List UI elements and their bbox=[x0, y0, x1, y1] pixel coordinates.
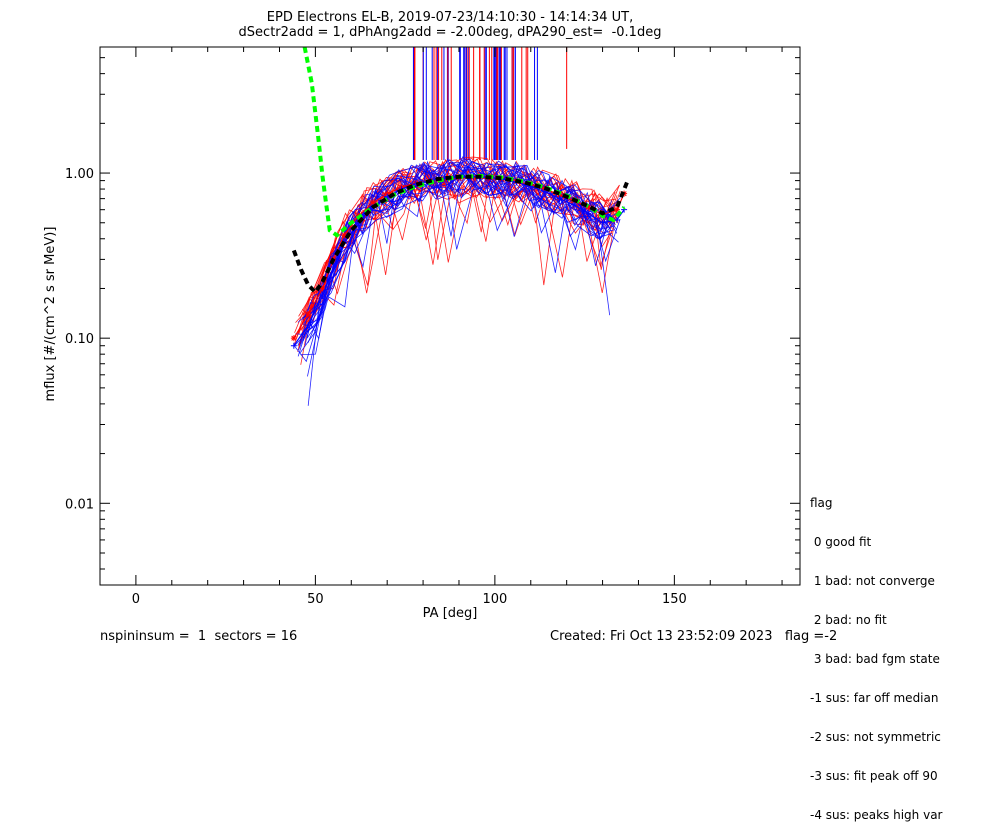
y-axis-label: mflux [#/(cm^2 s sr MeV)] bbox=[43, 226, 58, 402]
plot-frame bbox=[99, 46, 801, 586]
legend-item: 3 bad: bad fgm state bbox=[810, 652, 940, 666]
data-point bbox=[341, 232, 348, 239]
y-tick-label: 0.01 bbox=[65, 497, 94, 512]
footer-right: Created: Fri Oct 13 23:52:09 2023 flag =… bbox=[550, 629, 838, 644]
data-point bbox=[585, 204, 592, 211]
data-point bbox=[613, 206, 620, 213]
data-point bbox=[556, 195, 563, 202]
legend-item: -1 sus: far off median bbox=[810, 691, 939, 705]
sweep-trace bbox=[302, 160, 613, 338]
x-tick-label: 150 bbox=[662, 592, 687, 607]
data-point bbox=[599, 219, 606, 226]
axes-layer: 0 50 100 150 0.01 0.10 1.00 bbox=[65, 46, 801, 607]
data-point bbox=[585, 210, 592, 217]
x-tick-label: 0 bbox=[132, 592, 140, 607]
legend-title: flag bbox=[810, 496, 833, 510]
data-point bbox=[290, 335, 297, 342]
legend-item: 0 good fit bbox=[810, 535, 872, 549]
legend-item: 1 bad: not converge bbox=[810, 574, 935, 588]
sweep-trace bbox=[298, 168, 621, 317]
sweep-trace bbox=[300, 157, 613, 356]
pitch-angle-chart: 0 50 100 150 0.01 0.10 1.00 bbox=[65, 46, 801, 607]
chart-title-line1: EPD Electrons EL-B, 2019-07-23/14:10:30 … bbox=[266, 10, 634, 25]
data-point bbox=[319, 293, 326, 300]
data-point bbox=[305, 322, 312, 329]
clipped-spike-lines bbox=[412, 47, 568, 160]
legend-item: -4 sus: peaks high var bbox=[810, 808, 943, 822]
footer-left: nspininsum = 1 sectors = 16 bbox=[100, 629, 298, 644]
data-point bbox=[305, 311, 312, 318]
flag-legend: flag 0 good fit 1 bad: not converge 2 ba… bbox=[810, 471, 942, 835]
sweep-trace bbox=[306, 156, 611, 339]
legend-item: 2 bad: no fit bbox=[810, 613, 887, 627]
data-layer bbox=[290, 46, 630, 406]
data-point bbox=[290, 342, 297, 349]
legend-item: -3 sus: fit peak off 90 bbox=[810, 769, 938, 783]
chart-title-line2: dSectr2add = 1, dPhAng2add = -2.00deg, d… bbox=[238, 25, 662, 40]
data-point bbox=[330, 263, 337, 270]
legend-item: -2 sus: not symmetric bbox=[810, 730, 941, 744]
median-curve bbox=[291, 174, 630, 296]
y-tick-label: 1.00 bbox=[65, 167, 94, 182]
x-tick-label: 50 bbox=[307, 592, 324, 607]
x-axis-label: PA [deg] bbox=[422, 606, 478, 621]
data-point bbox=[570, 202, 577, 209]
data-point bbox=[319, 285, 326, 292]
sweep-trace bbox=[304, 163, 612, 345]
x-tick-label: 100 bbox=[482, 592, 507, 607]
data-point bbox=[369, 199, 376, 206]
y-tick-label: 0.10 bbox=[65, 332, 94, 347]
